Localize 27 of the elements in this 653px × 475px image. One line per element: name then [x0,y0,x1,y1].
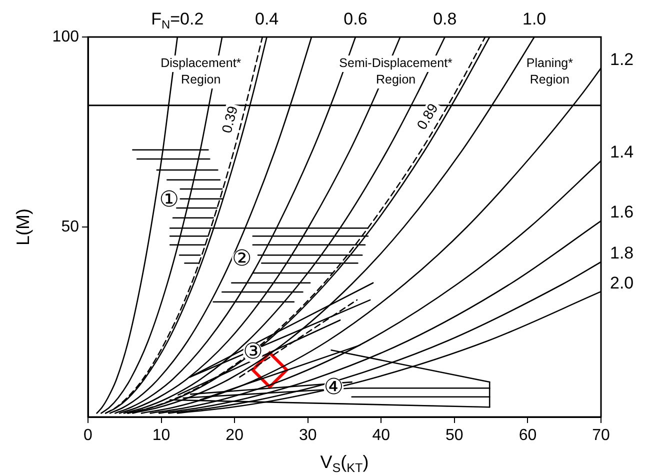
series-label: 1.0 [522,10,546,29]
series-label: 0.6 [344,10,368,29]
x-tick-label: 10 [152,427,170,444]
x-tick-label: 0 [84,427,93,444]
annotation: Semi-Displacement* Region [339,56,453,87]
annotation: ③ [243,338,263,364]
x-tick-label: 40 [372,427,390,444]
x-tick-label: 60 [518,427,537,444]
x-tick-label: 50 [446,427,464,444]
y-axis-title: L(M) [12,208,33,246]
y-tick-label: 100 [52,28,80,46]
x-tick-label: 30 [298,427,317,444]
series-label: 0.4 [255,10,279,29]
series-label: 0.8 [433,10,457,29]
annotation: Displacement* Region [160,56,242,87]
text: 0.39 [218,104,241,135]
annotation: ② [232,245,252,270]
annotation: ④ [324,374,344,400]
x-tick-label: 20 [226,427,244,444]
x-tick-label: 70 [592,427,610,444]
series-label: 1.6 [610,202,634,222]
series-label: 2.0 [610,273,634,292]
annotation: ① [159,186,179,212]
series-label: 1.4 [610,142,634,162]
series-label: 1.8 [610,244,634,263]
series-label: 1.2 [610,50,634,69]
annotation: Planing* Region [526,56,574,87]
